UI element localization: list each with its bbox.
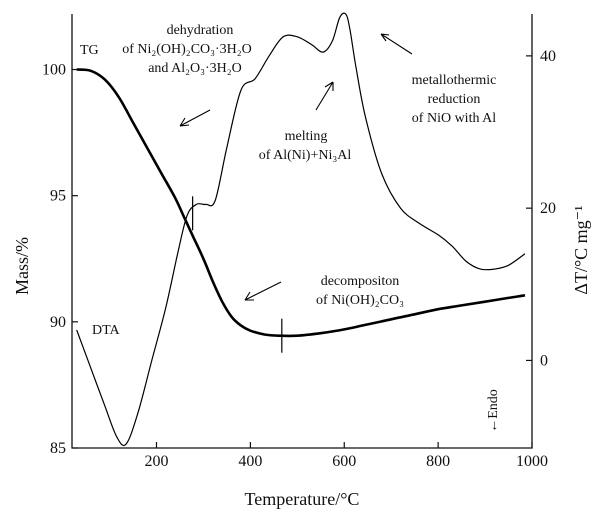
y-left-tick-label: 100 <box>42 62 66 79</box>
y-left-tick-label: 95 <box>50 188 66 205</box>
axis-frame <box>71 14 533 449</box>
x-tick-label: 200 <box>144 453 168 470</box>
annotation-reduction-line1: metallothermic <box>412 73 497 88</box>
x-tick-label: 400 <box>238 453 262 470</box>
y-left-tick-label: 90 <box>50 314 66 331</box>
tg-label: TG <box>80 43 99 58</box>
x-tick-label: 1000 <box>516 453 548 470</box>
y-right-tick-label: 0 <box>540 352 548 369</box>
axes: 200 400 600 800 100085909510002040Temperatur… <box>12 14 591 509</box>
y-right-tick-label: 40 <box>540 48 556 65</box>
annotation-dehydration-line2: of Ni₂(OH)₂CO₃·3H₂O <box>122 42 252 57</box>
arrow-reduction <box>380 33 413 55</box>
dta-series-line <box>76 12 526 447</box>
annotation-decomposition-line1: decompositon <box>321 274 400 289</box>
annotation-dehydration-title: dehydration <box>167 23 234 38</box>
x-tick-label: 800 <box>426 453 450 470</box>
tg-series-line <box>76 68 526 338</box>
annotations: TG DTA dehydration of Ni₂(OH)₂CO₃·3H₂O a… <box>80 23 501 433</box>
series-layer <box>76 12 526 447</box>
y-right-axis-title: ΔT/°C mg⁻¹ <box>571 205 591 294</box>
arrow-decomposition <box>244 281 282 301</box>
annotation-decomposition-line2: of Ni(OH)₂CO₃ <box>316 293 404 308</box>
annotation-melting-line1: melting <box>285 129 328 144</box>
y-right-tick-label: 20 <box>540 200 556 217</box>
arrow-melting <box>315 81 334 111</box>
arrow-dehydration <box>179 109 211 127</box>
y-left-tick-label: 85 <box>50 440 66 457</box>
annotation-dehydration-line3: and Al₂O₃·3H₂O <box>148 61 242 76</box>
dta-label: DTA <box>92 323 121 338</box>
annotation-endo: ←Endo <box>486 389 501 433</box>
annotation-reduction-line3: of NiO with Al <box>412 111 497 126</box>
x-axis-title: Temperature/°C <box>245 489 360 509</box>
annotation-melting-line2: of Al(Ni)+Ni₃Al <box>259 148 352 163</box>
y-left-axis-title: Mass/% <box>12 237 32 295</box>
annotation-reduction-line2: reduction <box>428 92 481 107</box>
x-tick-label: 600 <box>332 453 356 470</box>
